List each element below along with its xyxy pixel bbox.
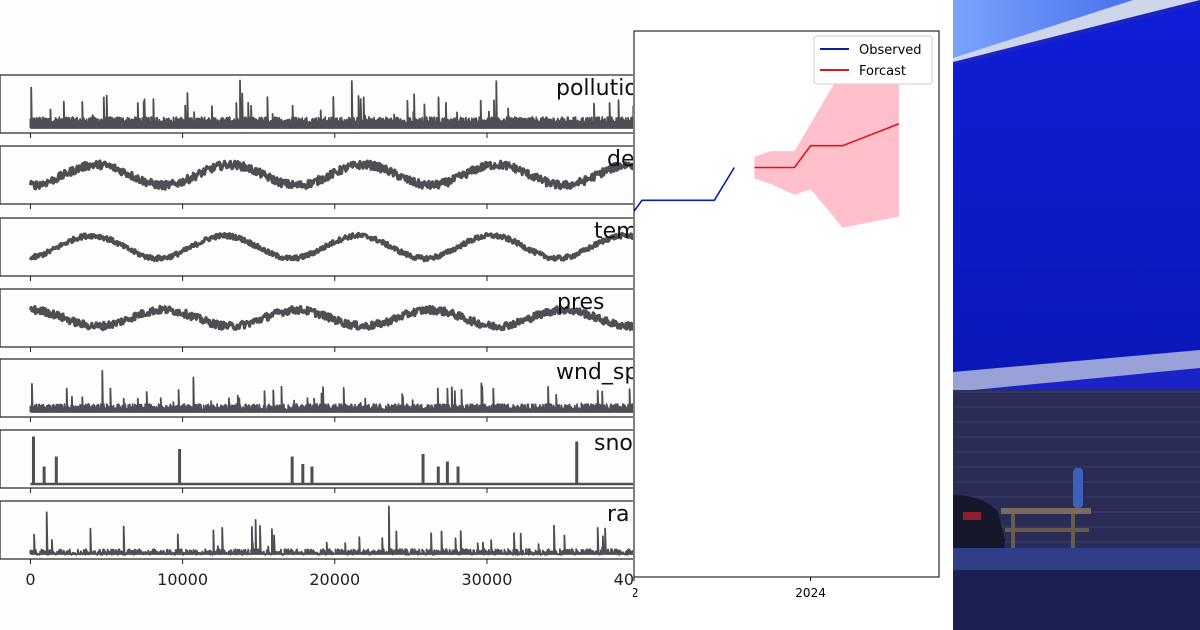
subplot-label-wnd_spd: wnd_sp (556, 360, 633, 385)
subplot-temp: tem (0, 217, 633, 281)
subplot-label-rain: ra (607, 502, 630, 527)
subplot-dew: de (0, 145, 633, 209)
picnic-table-leg (1071, 514, 1075, 554)
building-photo-panel (953, 0, 1200, 630)
x-tick-label: 0 (25, 570, 35, 589)
x-tick-label: 30000 (462, 570, 513, 589)
subplot-frame (0, 217, 633, 277)
subplot-snow: sno (0, 429, 633, 493)
picnic-table-top (1001, 508, 1091, 514)
sidewalk (953, 548, 1200, 570)
series-line (28, 159, 633, 191)
subplot-wnd_spd: wnd_sp (0, 358, 633, 422)
observed-series-line (633, 167, 735, 212)
x-tick-label: 20000 (309, 570, 360, 589)
series-line (29, 79, 633, 129)
blue-facade (953, 5, 1200, 372)
building-photo (953, 0, 1200, 630)
forecast-x-tick-label: 2024 (795, 586, 826, 600)
x-tick-label: 40000 (614, 570, 633, 589)
series-line (29, 505, 633, 556)
subplot-label-dew: de (607, 147, 633, 172)
forecast-chart: 2 2024 Observed Forcast (633, 30, 940, 600)
series-line (29, 370, 633, 413)
picnic-bench (1005, 528, 1089, 532)
legend-forecast-label: Forcast (859, 64, 906, 79)
subplot-rain: ra (0, 500, 633, 564)
roof-edge (953, 0, 1200, 62)
subplot-label-press: pres (557, 290, 605, 315)
subplot-frame (0, 429, 633, 489)
legend-observed-label: Observed (859, 43, 922, 58)
forecast-series-line (754, 123, 900, 169)
subplot-label-pollution: pollutio (556, 76, 633, 101)
parking-lot (953, 570, 1200, 630)
x-tick-label: 10000 (157, 570, 208, 589)
forecast-legend: Observed Forcast (813, 35, 933, 85)
car-taillight (963, 512, 981, 520)
subplot-press: pres (0, 288, 633, 352)
series-line (28, 304, 633, 332)
forecast-chart-panel: 2 2024 Observed Forcast (633, 0, 953, 630)
subplot-pollution: pollutio (0, 74, 633, 138)
soffit-band (953, 350, 1200, 392)
series-line (28, 231, 633, 263)
subplot-label-temp: tem (594, 219, 633, 244)
picnic-table-leg (1011, 514, 1015, 554)
forecast-x-tick-label: 2 (633, 586, 639, 600)
subplot-label-snow: sno (594, 431, 633, 456)
confidence-interval-band (754, 41, 899, 228)
fire-extinguisher (1073, 468, 1083, 508)
